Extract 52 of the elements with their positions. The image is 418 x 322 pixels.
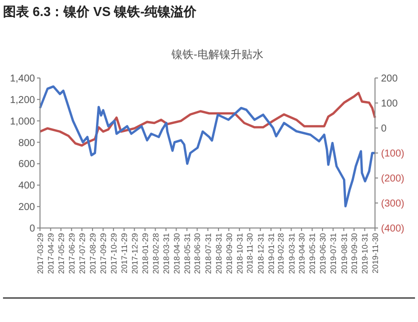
x-tick-label: 2017-05-29	[56, 232, 66, 274]
chart-subtitle: 镍铁-电解镍升贴水	[170, 48, 264, 61]
x-tick-label: 2018-03-31	[162, 232, 171, 274]
y2-tick-label: 200	[381, 74, 398, 84]
y2-tick-label: (100)	[381, 148, 404, 160]
x-tick-label: 2017-10-29	[109, 232, 118, 274]
chart-title: 图表 6.3：镍价 VS 镍铁-纯镍溢价	[3, 4, 198, 19]
line-series	[38, 92, 376, 147]
x-tick-label: 2018-04-30	[172, 232, 182, 274]
x-tick-label: 2018-07-31	[204, 232, 213, 274]
x-tick-label: 2019-08-31	[340, 232, 349, 274]
x-tick-label: 2019-02-28	[276, 232, 286, 274]
x-tick-label: 2019-01-31	[267, 232, 276, 274]
x-tick-label: 2018-08-31	[214, 232, 224, 274]
x-tick-label: 2019-11-30	[371, 232, 380, 274]
x-tick-label: 2018-02-28	[151, 232, 160, 274]
x-tick-label: 2018-06-30	[193, 232, 202, 274]
x-tick-label: 2019-06-30	[318, 232, 328, 274]
x-tick-label: 2018-10-31	[235, 232, 244, 274]
y-tick-label: 400	[18, 180, 36, 192]
x-tick-label: 2017-03-29	[36, 232, 45, 274]
y2-tick-label: 100	[381, 98, 398, 110]
y-tick-label: 1,000	[10, 116, 36, 128]
x-tick-label: 2019-07-31	[329, 232, 338, 274]
y-tick-label: 800	[18, 138, 36, 149]
y2-tick-label: (200)	[381, 174, 404, 184]
x-tick-label: 2017-08-29	[88, 232, 98, 274]
x-tick-label: 2017-04-29	[46, 232, 56, 274]
x-tick-label: 2018-01-29	[141, 232, 150, 274]
x-tick-label: 2018-05-31	[182, 232, 192, 274]
x-tick-label: 2018-11-30	[246, 232, 255, 274]
line-series	[38, 85, 376, 208]
y-tick-label: 0	[29, 224, 36, 234]
y-tick-label: 1,200	[10, 94, 36, 106]
y2-tick-label: 0	[381, 124, 387, 134]
x-tick-label: 2018-09-30	[224, 232, 234, 274]
x-tick-label: 2018-12-31	[256, 232, 266, 274]
x-tick-label: 2017-07-29	[78, 232, 87, 274]
y-tick-label: 1,400	[10, 74, 36, 84]
y2-tick-label: (300)	[381, 198, 404, 210]
y-tick-label: 200	[18, 202, 36, 214]
x-tick-label: 2017-12-29	[130, 232, 140, 274]
x-tick-label: 2019-05-31	[308, 232, 318, 274]
x-tick-label: 2017-06-29	[68, 232, 77, 274]
y2-tick-label: (400)	[381, 224, 404, 234]
x-tick-label: 2017-11-29	[120, 232, 130, 274]
x-tick-label: 2017-09-29	[99, 232, 108, 274]
x-tick-label: 2019-04-30	[298, 232, 307, 274]
x-tick-label: 2019-03-31	[287, 232, 296, 274]
x-tick-label: 2019-10-31	[360, 232, 370, 274]
y-tick-label: 600	[18, 159, 36, 170]
x-tick-label: 2019-09-30	[350, 232, 360, 274]
